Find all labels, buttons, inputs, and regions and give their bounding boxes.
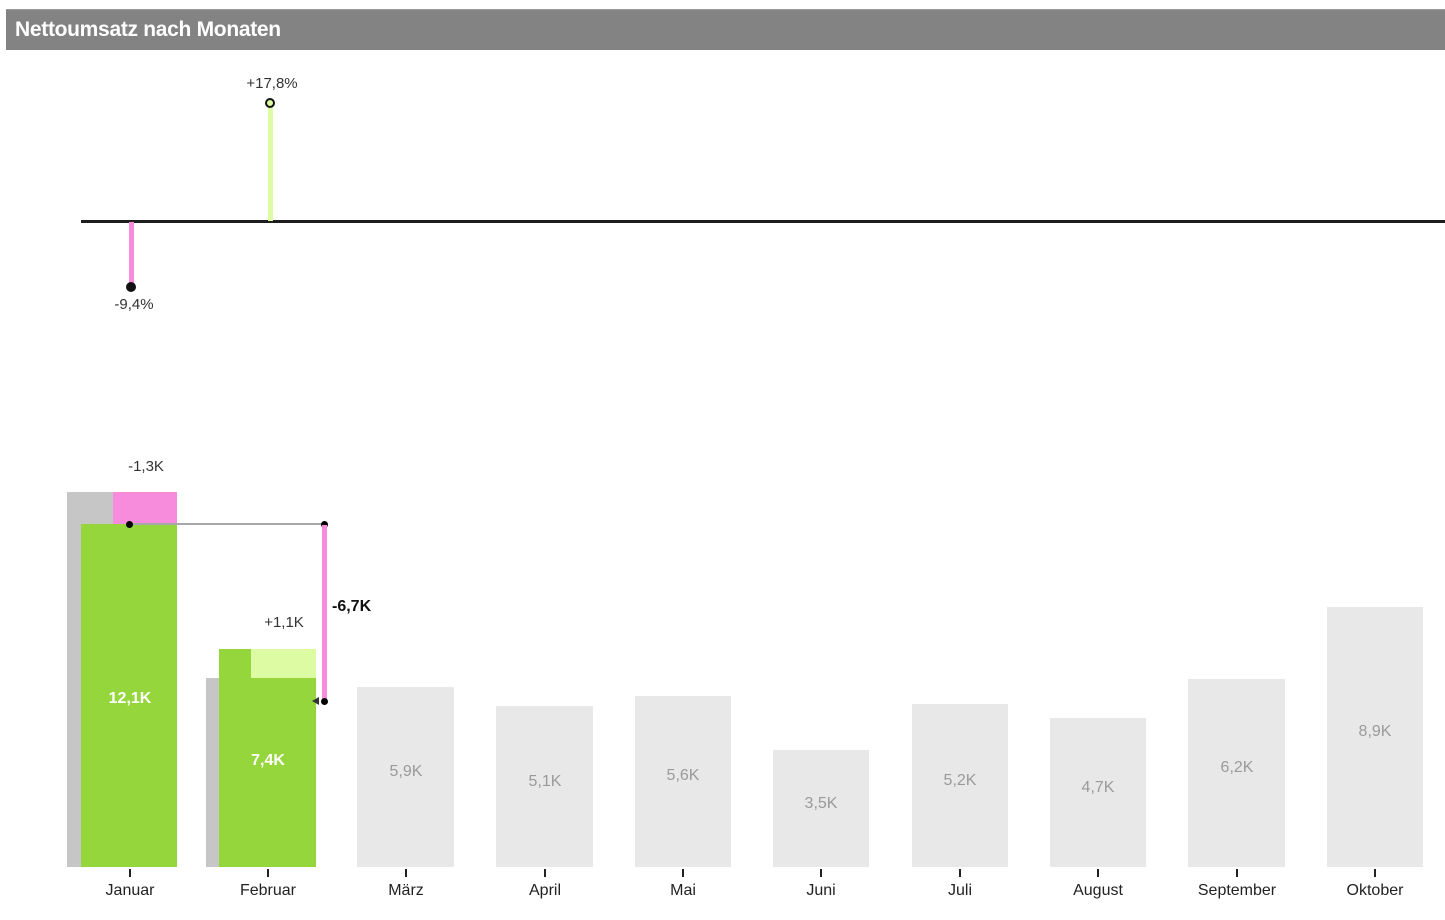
pin-februar-label: +17,8% — [246, 75, 298, 92]
tick-oktober — [1374, 869, 1376, 877]
difference-bar — [322, 525, 327, 701]
month-label-april: April — [528, 882, 562, 899]
tick-august — [1097, 869, 1099, 877]
bar-september-value: 6,2K — [1220, 759, 1254, 776]
tick-maerz — [405, 869, 407, 877]
bar-juni-value: 3,5K — [804, 795, 838, 812]
pin-februar-stick — [268, 104, 273, 221]
bar-maerz-forecast[interactable] — [357, 687, 454, 867]
difference-label: -6,7K — [332, 598, 372, 615]
difference-bottom-dot — [321, 698, 328, 705]
tick-februar — [267, 869, 269, 877]
month-label-juli: Juli — [947, 882, 973, 899]
tick-januar — [129, 869, 131, 877]
month-label-januar: Januar — [105, 882, 155, 899]
bar-februar-value: 7,4K — [251, 752, 285, 769]
tick-september — [1236, 869, 1238, 877]
bar-januar-delta-label: -1,3K — [128, 458, 164, 475]
chart-title: Nettoumsatz nach Monaten — [15, 18, 281, 41]
pin-januar-label: -9,4% — [114, 296, 154, 313]
bar-januar-variance — [113, 492, 177, 524]
pin-januar-dot — [126, 282, 136, 292]
month-label-februar: Februar — [239, 882, 297, 899]
bar-april-value: 5,1K — [528, 773, 562, 790]
bar-august-value: 4,7K — [1081, 779, 1115, 796]
difference-connector-line — [129, 523, 324, 525]
bar-april-forecast[interactable] — [496, 706, 593, 867]
tick-april — [544, 869, 546, 877]
bar-september-forecast[interactable] — [1188, 679, 1285, 867]
bar-oktober-value: 8,9K — [1358, 723, 1392, 740]
month-label-oktober: Oktober — [1346, 882, 1404, 899]
chart-header: Nettoumsatz nach Monaten — [6, 9, 1445, 50]
tick-mai — [682, 869, 684, 877]
pin-januar-stick — [129, 222, 134, 286]
bar-august-forecast[interactable] — [1050, 718, 1146, 867]
month-label-maerz: März — [388, 882, 424, 899]
bar-februar-actual[interactable] — [219, 649, 316, 867]
bar-februar-delta-label: +1,1K — [264, 614, 304, 631]
bar-maerz-value: 5,9K — [389, 763, 423, 780]
bar-juni-forecast[interactable] — [773, 750, 869, 867]
difference-end-dot — [321, 521, 328, 528]
bar-mai-forecast[interactable] — [635, 696, 731, 867]
difference-arrow-icon — [312, 697, 319, 705]
bar-januar-actual[interactable] — [81, 524, 177, 867]
bar-oktober-forecast[interactable] — [1327, 607, 1423, 867]
bar-januar-value: 12,1K — [108, 690, 152, 707]
tick-juli — [959, 869, 961, 877]
bar-juli-forecast[interactable] — [912, 704, 1008, 867]
variance-axis-line — [81, 220, 1445, 223]
bar-februar-variance — [251, 649, 316, 678]
month-label-juni: Juni — [806, 882, 836, 899]
pin-februar-dot — [265, 98, 275, 108]
tick-juni — [820, 869, 822, 877]
month-label-august: August — [1073, 882, 1123, 899]
month-label-mai: Mai — [670, 882, 696, 899]
difference-start-dot — [126, 521, 133, 528]
bar-juli-value: 5,2K — [943, 772, 977, 789]
month-label-september: September — [1197, 882, 1277, 899]
bar-mai-value: 5,6K — [666, 767, 700, 784]
